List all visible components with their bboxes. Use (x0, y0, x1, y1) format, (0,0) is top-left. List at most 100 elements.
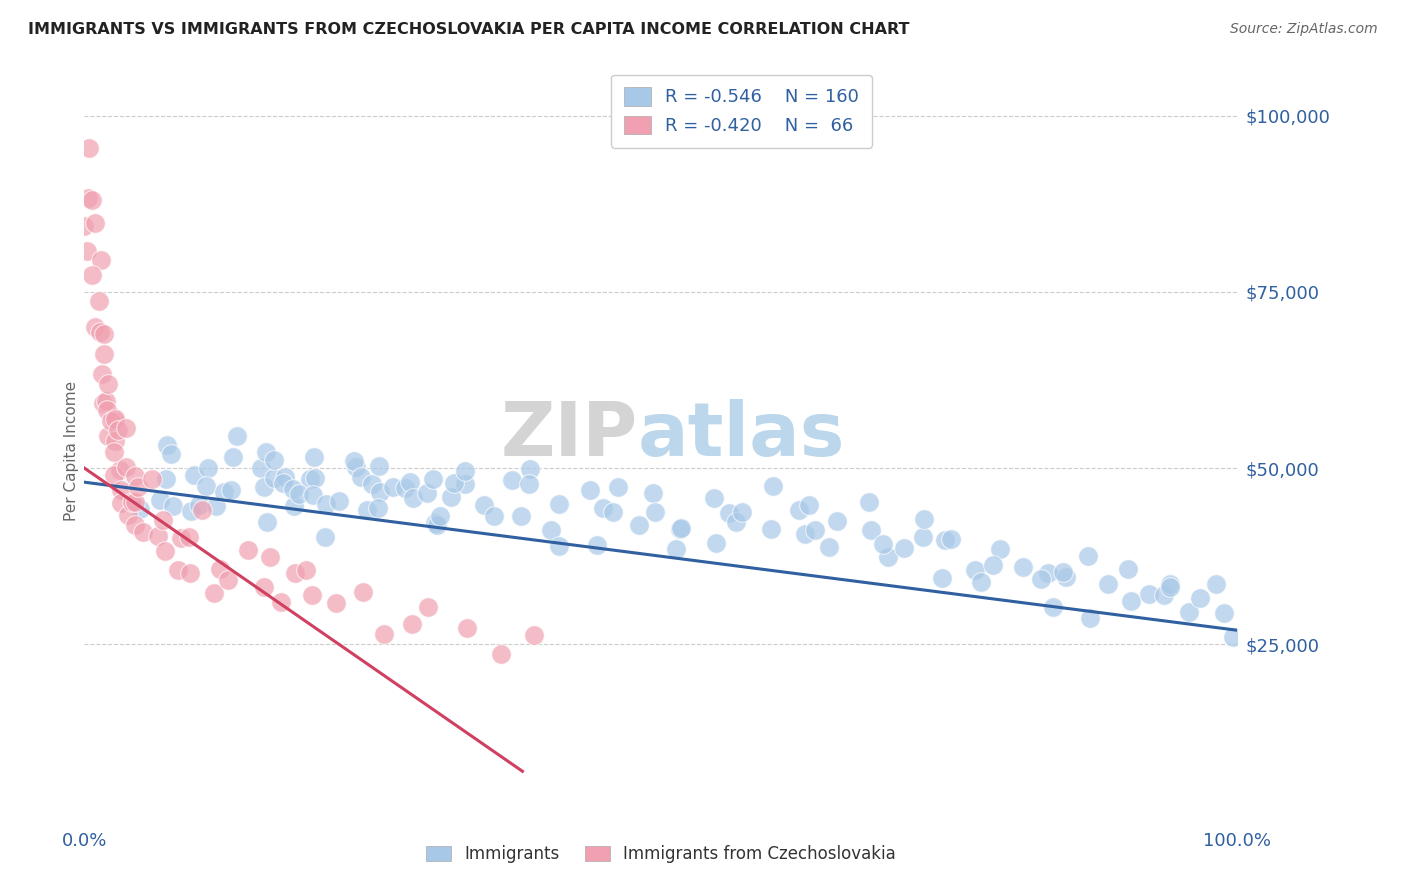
Point (1212, 606, 1234, 620)
Point (222, 450, 245, 465)
Point (482, 508, 505, 523)
Point (100, 414, 122, 428)
Point (522, 627, 544, 641)
Point (91, 396, 114, 410)
Point (454, 464, 477, 478)
Point (314, 530, 336, 544)
Text: ZIP: ZIP (501, 399, 638, 472)
Point (1159, 576, 1181, 591)
Point (724, 515, 747, 529)
Point (893, 541, 915, 555)
Point (931, 570, 953, 584)
Point (79, 141, 101, 155)
Point (803, 524, 825, 538)
Point (548, 497, 571, 511)
Point (160, 447, 183, 461)
Point (166, 563, 188, 577)
Point (1222, 630, 1244, 644)
Point (517, 476, 540, 491)
Point (367, 459, 389, 474)
Point (350, 470, 373, 484)
Point (149, 493, 172, 508)
Point (592, 501, 614, 516)
Point (301, 588, 323, 602)
Point (489, 648, 512, 662)
Point (817, 540, 839, 554)
Point (191, 502, 214, 516)
Point (398, 475, 420, 489)
Point (787, 503, 810, 517)
Point (825, 514, 848, 528)
Text: Source: ZipAtlas.com: Source: ZipAtlas.com (1230, 22, 1378, 37)
Point (360, 477, 382, 491)
Point (939, 532, 962, 546)
Point (195, 479, 218, 493)
Point (315, 497, 337, 511)
Point (762, 479, 785, 493)
Point (226, 428, 249, 442)
Point (443, 475, 465, 490)
Point (793, 527, 815, 541)
Point (197, 461, 219, 475)
Point (250, 460, 273, 475)
Point (82, 193, 104, 207)
Point (177, 530, 200, 544)
Point (454, 476, 477, 491)
Point (107, 423, 129, 437)
Point (83, 216, 105, 230)
Point (860, 524, 883, 538)
Point (703, 491, 725, 505)
Point (344, 460, 367, 475)
Point (1153, 588, 1175, 602)
Point (108, 462, 131, 476)
Point (1189, 591, 1212, 606)
Point (456, 621, 478, 635)
Point (1159, 580, 1181, 594)
Point (1036, 566, 1059, 580)
Point (858, 495, 880, 509)
Point (402, 491, 425, 505)
Point (124, 469, 146, 483)
Point (73, 219, 96, 234)
Point (117, 508, 139, 523)
Point (153, 544, 176, 558)
Point (103, 414, 125, 428)
Point (115, 421, 138, 435)
Point (83, 320, 105, 334)
Point (1178, 605, 1201, 619)
Point (162, 499, 184, 513)
Point (271, 475, 294, 490)
Point (253, 480, 276, 494)
Point (295, 563, 318, 577)
Point (519, 461, 541, 475)
Point (302, 450, 325, 465)
Point (1205, 577, 1227, 591)
Point (381, 480, 404, 494)
Point (548, 540, 571, 554)
Point (401, 617, 423, 632)
Point (579, 483, 602, 497)
Point (90, 367, 112, 381)
Point (115, 460, 138, 475)
Point (110, 483, 132, 498)
Point (238, 543, 260, 558)
Point (425, 516, 447, 531)
Legend: Immigrants, Immigrants from Czechoslovakia: Immigrants, Immigrants from Czechoslovak… (418, 837, 904, 871)
Point (131, 525, 153, 540)
Point (669, 522, 692, 536)
Point (110, 496, 132, 510)
Point (141, 472, 163, 486)
Point (1042, 600, 1064, 615)
Point (586, 538, 609, 552)
Point (1097, 577, 1119, 591)
Point (263, 453, 285, 467)
Text: IMMIGRANTS VS IMMIGRANTS FROM CZECHOSLOVAKIA PER CAPITA INCOME CORRELATION CHART: IMMIGRANTS VS IMMIGRANTS FROM CZECHOSLOV… (28, 22, 910, 37)
Point (304, 471, 326, 485)
Point (426, 518, 449, 533)
Point (103, 467, 125, 482)
Point (274, 470, 297, 484)
Point (367, 500, 389, 515)
Point (256, 516, 278, 530)
Point (283, 482, 305, 496)
Point (1029, 572, 1052, 586)
